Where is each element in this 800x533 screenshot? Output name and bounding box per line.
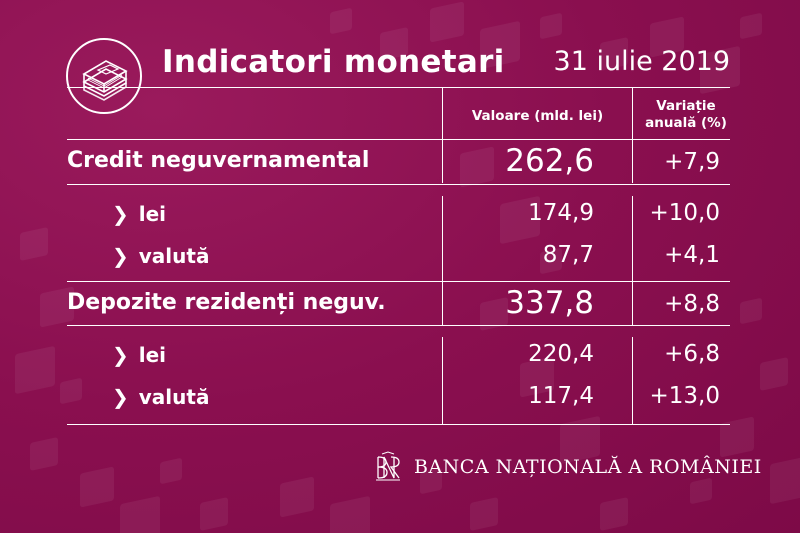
background-tile: [740, 12, 762, 40]
row-label-deposits: Depozite rezidenți neguv.: [67, 290, 386, 315]
chevron-right-icon: ❯: [112, 244, 129, 268]
row-value-deposits: 337,8: [505, 285, 594, 321]
divider-row3: [67, 281, 730, 282]
chevron-right-icon: ❯: [112, 202, 129, 226]
row-label-credit-lei: ❯ lei: [112, 202, 166, 226]
col-divider-2d: [632, 337, 633, 424]
background-tile: [740, 297, 762, 325]
row-change-deposits-valuta: +13,0: [649, 383, 720, 409]
banknotes-icon: [66, 38, 142, 114]
col-divider-1a: [442, 87, 443, 183]
col-divider-1b: [442, 196, 443, 281]
background-tile: [160, 457, 182, 485]
col-divider-2b: [632, 196, 633, 281]
row-label-credit-valuta-text: valută: [138, 244, 210, 268]
background-tile: [600, 497, 628, 531]
row-change-credit: +7,9: [664, 149, 720, 175]
row-change-credit-lei: +10,0: [649, 200, 720, 226]
col-divider-1c: [442, 281, 443, 325]
col-divider-2c: [632, 281, 633, 325]
background-tile: [60, 377, 82, 405]
row-label-credit-valuta: ❯ valută: [112, 244, 209, 268]
divider-row1: [67, 184, 730, 185]
background-tile: [770, 455, 800, 505]
row-label-credit: Credit neguvernamental: [67, 148, 370, 173]
background-tile: [460, 146, 494, 188]
divider-top: [67, 87, 730, 88]
row-value-credit-lei: 174,9: [528, 200, 594, 226]
row-label-deposits-valuta: ❯ valută: [112, 385, 209, 409]
bnr-monogram-icon: [372, 451, 404, 483]
column-header-change-line1: Variație: [656, 98, 716, 114]
divider-row4: [67, 325, 730, 326]
page-title: Indicatori monetari: [162, 44, 505, 80]
background-tile: [430, 1, 464, 43]
row-value-deposits-lei: 220,4: [528, 341, 594, 367]
background-tile: [80, 466, 114, 508]
divider-header: [67, 139, 730, 140]
background-tile: [330, 7, 352, 35]
row-change-credit-valuta: +4,1: [664, 242, 720, 268]
background-tile: [330, 495, 370, 533]
row-value-credit: 262,6: [505, 143, 594, 179]
footer-brand: BANCA NAȚIONALĂ A ROMÂNIEI: [372, 451, 762, 483]
column-header-value: Valoare (mld. lei): [471, 108, 604, 124]
row-label-deposits-lei: ❯ lei: [112, 343, 166, 367]
row-label-deposits-valuta-text: valută: [138, 385, 210, 409]
row-change-deposits: +8,8: [664, 291, 720, 317]
background-tile: [120, 495, 160, 533]
row-label-credit-lei-text: lei: [138, 202, 167, 226]
report-date: 31 iulie 2019: [553, 46, 730, 77]
divider-bottom: [67, 424, 730, 425]
background-tile: [15, 345, 55, 395]
bank-name: BANCA NAȚIONALĂ A ROMÂNIEI: [414, 456, 762, 478]
background-tile: [30, 437, 58, 471]
background-tile: [20, 227, 48, 261]
column-header-change: Variație anuală (%): [636, 98, 736, 132]
row-value-credit-valuta: 87,7: [542, 242, 594, 268]
background-tile: [540, 12, 562, 40]
background-tile: [760, 357, 788, 391]
col-divider-2a: [632, 87, 633, 183]
background-tile: [280, 476, 314, 518]
row-value-deposits-valuta: 117,4: [528, 383, 594, 409]
chevron-right-icon: ❯: [112, 385, 129, 409]
col-divider-1d: [442, 337, 443, 424]
background-tile: [200, 497, 228, 531]
background-tile: [470, 497, 498, 531]
column-header-change-line2: anuală (%): [645, 114, 727, 131]
row-label-deposits-lei-text: lei: [138, 343, 167, 367]
row-change-deposits-lei: +6,8: [664, 341, 720, 367]
chevron-right-icon: ❯: [112, 343, 129, 367]
